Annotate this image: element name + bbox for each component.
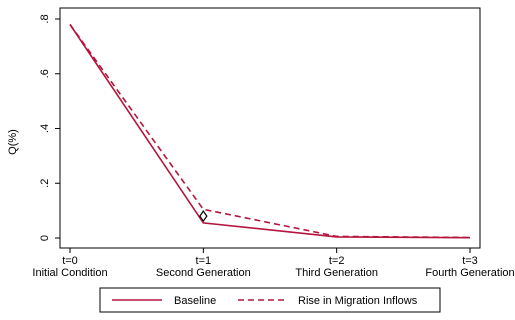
- y-tick-label: .2: [39, 179, 51, 188]
- legend-label: Baseline: [174, 295, 216, 307]
- plot-border: [59, 7, 481, 249]
- annotation-layer: [199, 210, 208, 223]
- legend: Baseline Rise in Migration Inflows: [99, 287, 441, 313]
- legend-label: Rise in Migration Inflows: [298, 295, 418, 307]
- x-tick-label: t=2: [329, 255, 345, 267]
- y-tick-label: 0: [39, 235, 51, 241]
- x-tick-sublabel: Fourth Generation: [425, 267, 514, 279]
- series-line-baseline: [69, 24, 471, 239]
- x-tick-label: t=1: [196, 255, 212, 267]
- x-tick-sublabel: Third Generation: [295, 267, 378, 279]
- y-tick-label: .6: [39, 69, 51, 78]
- x-tick-sublabel: Initial Condition: [32, 267, 107, 279]
- y-tick-label: .4: [39, 124, 51, 133]
- x-tick-label: t=3: [462, 255, 478, 267]
- x-tick-sublabel: Second Generation: [156, 267, 251, 279]
- plot-area: [59, 7, 481, 249]
- y-axis-title: Q(%): [7, 129, 19, 155]
- y-tick-label: .8: [39, 14, 51, 23]
- series-layer: [69, 24, 471, 239]
- diamond-marker: [199, 210, 208, 223]
- y-axis: 0 .2 .4 .6 .8: [39, 14, 60, 241]
- series-line-migration: [69, 24, 471, 239]
- x-tick-label: t=0: [62, 255, 78, 267]
